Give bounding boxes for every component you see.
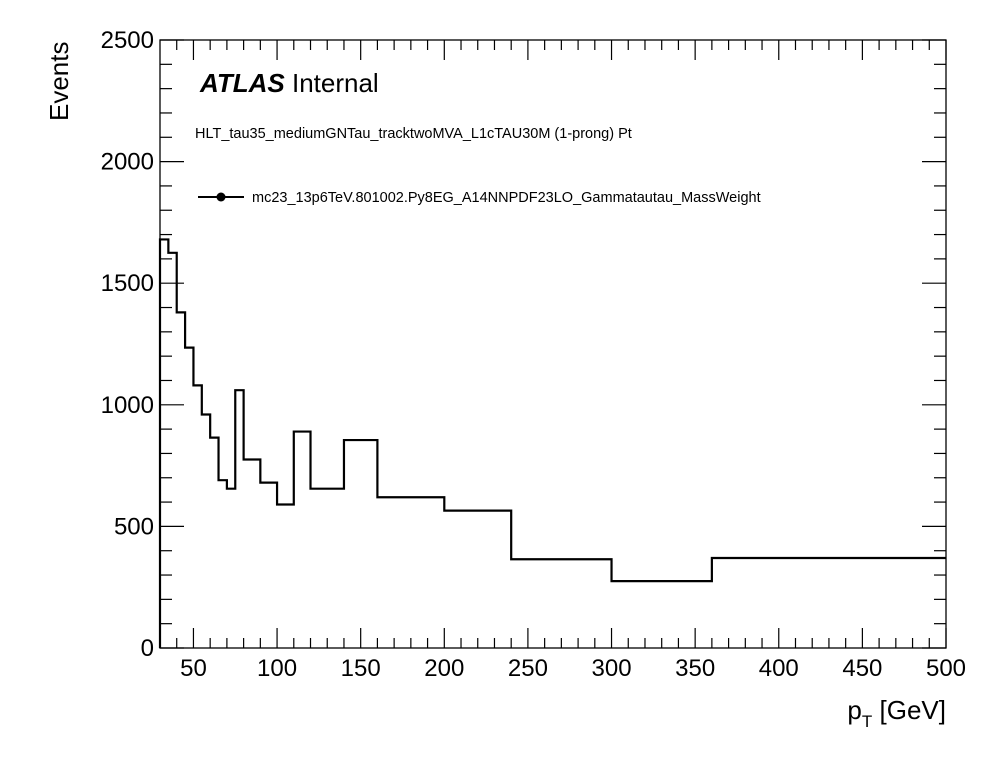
y-tick-label: 500: [114, 513, 154, 540]
legend-entry-label: mc23_13p6TeV.801002.Py8EG_A14NNPDF23LO_G…: [252, 190, 761, 206]
legend: mc23_13p6TeV.801002.Py8EG_A14NNPDF23LO_G…: [198, 190, 761, 206]
y-tick-label: 2500: [101, 27, 154, 54]
x-tick-label: 450: [842, 655, 882, 682]
x-tick-label: 200: [424, 655, 464, 682]
x-tick-label: 350: [675, 655, 715, 682]
legend-dot-marker: [216, 192, 226, 202]
y-tick-label: 2000: [101, 149, 154, 176]
y-tick-label: 0: [141, 635, 154, 662]
x-tick-label: 100: [257, 655, 297, 682]
internal-label: Internal: [292, 68, 379, 98]
x-tick-label: 300: [592, 655, 632, 682]
y-axis-title: Events: [44, 42, 74, 122]
histogram-series-line: [158, 238, 946, 648]
x-tick-label: 500: [926, 655, 966, 682]
y-tick-label: 1000: [101, 392, 154, 419]
chart-title: ATLAS Internal: [199, 68, 379, 98]
atlas-label: ATLAS: [199, 68, 285, 98]
chart-subtitle: HLT_tau35_mediumGNTau_tracktwoMVA_L1cTAU…: [195, 126, 632, 142]
x-axis-unit: [GeV]: [880, 695, 946, 725]
x-tick-label: 400: [759, 655, 799, 682]
x-tick-label: 150: [341, 655, 381, 682]
axis-ticks: [160, 39, 947, 649]
y-tick-label: 1500: [101, 270, 154, 297]
x-axis-subscript: T: [862, 712, 872, 731]
x-axis-title: pT [GeV]: [847, 695, 946, 731]
x-axis-symbol: p: [847, 695, 861, 725]
tick-labels: 50 100 150 200 250 300 350 400 450 500 0 500 1000 150…: [101, 27, 966, 682]
x-tick-label: 250: [508, 655, 548, 682]
x-tick-label: 50: [180, 655, 207, 682]
